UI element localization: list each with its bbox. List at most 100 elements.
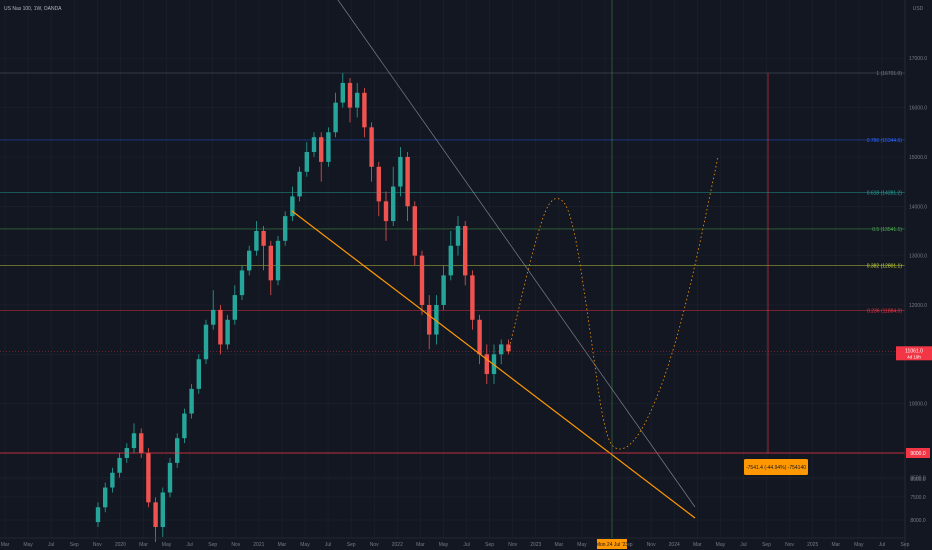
time-tick-label: Mar bbox=[831, 542, 840, 548]
time-tick-label: Nov bbox=[785, 542, 794, 548]
candle-body bbox=[311, 137, 317, 153]
time-axis[interactable]: Mar May Jul Sep Nov 2020 Mar May Jul Sep Nov 2021 Ma… bbox=[0, 537, 910, 549]
crosshair-date-box bbox=[597, 539, 627, 549]
fib-level-label: 0.786 (15344.6) bbox=[867, 138, 903, 144]
price-tick-label: 8000.0 bbox=[910, 477, 926, 483]
time-tick-label: May bbox=[300, 542, 310, 548]
time-tick-label: Sep bbox=[347, 542, 356, 548]
current-price-tag: 11061.04d 19h bbox=[896, 346, 932, 361]
drawings-layer[interactable]: -7541.4 (-44.94%) -754140 bbox=[0, 0, 905, 538]
candle-body bbox=[117, 457, 122, 473]
candle-body bbox=[232, 295, 237, 320]
candle-body bbox=[463, 226, 468, 276]
time-tick-label: Nov bbox=[647, 542, 656, 548]
price-tick-label: 13000.0 bbox=[909, 254, 927, 260]
candle-body bbox=[182, 413, 187, 439]
price-tick-label: 14000.0 bbox=[909, 204, 927, 210]
candle-body bbox=[455, 226, 461, 246]
price-axis[interactable]: USD 17000.0 16000.0 15000.0 14000.0 13000.0 12… bbox=[896, 0, 932, 550]
fib-level-label: 0.382 (12801.1) bbox=[867, 263, 903, 269]
time-tick-label: Nov bbox=[231, 542, 240, 548]
price-tick-label: 10000.0 bbox=[909, 402, 927, 408]
candle-body bbox=[211, 309, 216, 325]
time-tick-label: Jul bbox=[879, 542, 885, 548]
price-tick-label: 8000.0 bbox=[910, 518, 926, 524]
resistance-trendline bbox=[337, 0, 696, 508]
time-tick-label: Mar bbox=[1, 542, 10, 548]
time-tick-label: Mar bbox=[693, 542, 702, 548]
fib-level-label: 0.5 (13541.1) bbox=[872, 227, 902, 233]
time-tick-label: Sep bbox=[901, 542, 910, 548]
time-tick-label: Sep bbox=[485, 542, 494, 548]
price-tick-label: 8500.0 bbox=[910, 476, 926, 482]
candle-body bbox=[146, 453, 151, 503]
candle-body bbox=[290, 196, 295, 217]
candle-body bbox=[110, 472, 115, 488]
measure-label-box bbox=[744, 459, 808, 475]
horizontal-level-tag: 9000.0 bbox=[906, 448, 930, 458]
candle-body bbox=[261, 230, 266, 246]
measure-label: -7541.4 (-44.94%) -754140 bbox=[744, 459, 808, 475]
candle-body bbox=[103, 487, 108, 508]
candle-body bbox=[196, 359, 201, 389]
time-tick-label: Nov bbox=[93, 542, 102, 548]
time-tick-label: May bbox=[23, 542, 33, 548]
candle-body bbox=[139, 433, 144, 453]
measure-label-text: -7541.4 (-44.94%) -754140 bbox=[746, 465, 806, 471]
time-tick-label: Jul bbox=[48, 542, 54, 548]
candle-body bbox=[175, 438, 180, 463]
candle-body bbox=[131, 433, 137, 449]
time-tick-label: Jul bbox=[186, 542, 192, 548]
time-tick-label: May bbox=[439, 542, 449, 548]
time-tick-label: Nov bbox=[370, 542, 379, 548]
time-tick-label: Sep bbox=[70, 542, 79, 548]
candle-body bbox=[297, 171, 302, 197]
time-tick-label: Sep bbox=[208, 542, 217, 548]
fib-level-label: 1 (16701.0) bbox=[876, 71, 902, 77]
price-tick-label: 7500.0 bbox=[910, 495, 926, 501]
candle-body bbox=[340, 82, 345, 103]
crosshair-date-tag: Mon 24 Jul '23 bbox=[596, 539, 629, 549]
price-tick-label: USD bbox=[913, 6, 924, 12]
price-tick-label: 17000.0 bbox=[909, 56, 927, 62]
candle-body bbox=[218, 309, 223, 345]
candle-body bbox=[369, 127, 374, 167]
time-tick-label: May bbox=[854, 542, 864, 548]
candle-body bbox=[398, 156, 403, 187]
candle-body bbox=[477, 319, 482, 355]
candle-body bbox=[347, 82, 353, 108]
current-price-box bbox=[896, 346, 932, 361]
candle-body bbox=[153, 502, 158, 528]
candle-body bbox=[391, 186, 396, 222]
candle-body bbox=[239, 270, 245, 296]
time-tick-label: Mar bbox=[278, 542, 287, 548]
candle-body bbox=[189, 388, 194, 414]
time-tick-label: 2021 bbox=[253, 542, 264, 548]
candle-body bbox=[419, 255, 425, 305]
time-tick-label: May bbox=[716, 542, 726, 548]
candle-body bbox=[225, 319, 230, 345]
time-tick-label: Sep bbox=[762, 542, 771, 548]
symbol-title: US Nas 100, 1W, OANDA bbox=[4, 6, 62, 12]
time-tick-label: 2023 bbox=[530, 542, 541, 548]
time-tick-label: May bbox=[577, 542, 587, 548]
price-tick-label: 15000.0 bbox=[909, 155, 927, 161]
candle-body bbox=[448, 245, 453, 276]
candle-body bbox=[95, 507, 101, 523]
horizontal-level-box bbox=[906, 448, 930, 458]
candle-body bbox=[355, 92, 360, 108]
crosshair-date-label: Mon 24 Jul '23 bbox=[596, 542, 629, 548]
candle-body bbox=[405, 156, 410, 207]
time-tick-label: Mar bbox=[555, 542, 564, 548]
candle-body bbox=[383, 201, 389, 222]
candle-body bbox=[326, 132, 331, 162]
current-price-label: 11061.0 bbox=[905, 348, 923, 354]
time-tick-label: 2020 bbox=[115, 542, 126, 548]
candle-body bbox=[247, 250, 252, 271]
fib-level-label: 0.618 (14281.2) bbox=[867, 190, 903, 196]
fib-retracement[interactable]: 1 (16701.0) 0.786 (15344.6) 0.618 (14281.2… bbox=[0, 71, 905, 315]
horizontal-level-label: 9000.0 bbox=[910, 451, 926, 457]
price-tick-label: 16000.0 bbox=[909, 106, 927, 112]
candle-body bbox=[441, 275, 446, 305]
